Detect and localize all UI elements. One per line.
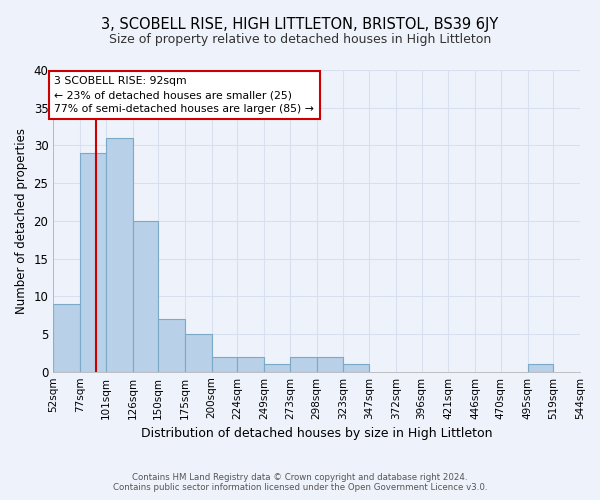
Bar [264, 364, 290, 372]
Bar [527, 364, 553, 372]
Bar [80, 153, 106, 372]
Text: Size of property relative to detached houses in High Littleton: Size of property relative to detached ho… [109, 32, 491, 46]
X-axis label: Distribution of detached houses by size in High Littleton: Distribution of detached houses by size … [141, 427, 493, 440]
Text: 3 SCOBELL RISE: 92sqm
← 23% of detached houses are smaller (25)
77% of semi-deta: 3 SCOBELL RISE: 92sqm ← 23% of detached … [55, 76, 314, 114]
Bar [238, 356, 264, 372]
Bar [53, 304, 80, 372]
Bar [106, 138, 133, 372]
Bar [185, 334, 212, 372]
Bar [290, 356, 317, 372]
Y-axis label: Number of detached properties: Number of detached properties [15, 128, 28, 314]
Bar [212, 356, 238, 372]
Bar [317, 356, 343, 372]
Text: 3, SCOBELL RISE, HIGH LITTLETON, BRISTOL, BS39 6JY: 3, SCOBELL RISE, HIGH LITTLETON, BRISTOL… [101, 18, 499, 32]
Bar [133, 221, 158, 372]
Bar [158, 319, 185, 372]
Text: Contains HM Land Registry data © Crown copyright and database right 2024.
Contai: Contains HM Land Registry data © Crown c… [113, 473, 487, 492]
Bar [343, 364, 369, 372]
